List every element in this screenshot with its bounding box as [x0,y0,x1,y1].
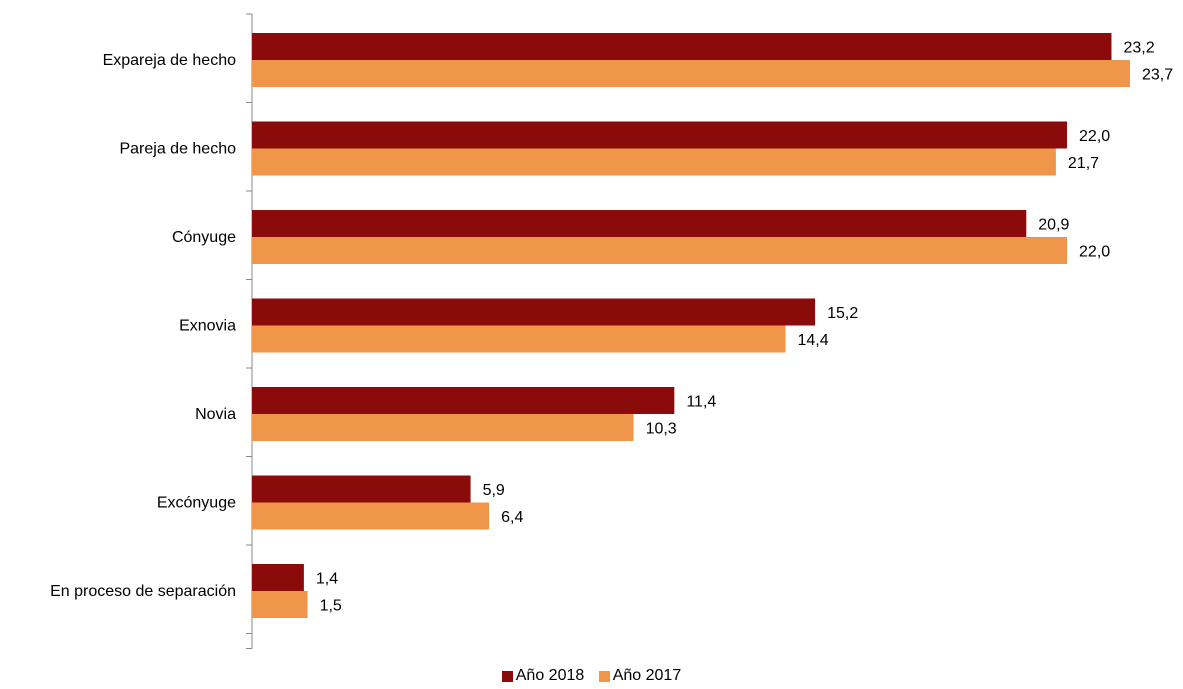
data-label: 20,9 [1038,217,1069,234]
bar-chart: Expareja de hecho Pareja de hecho Cónyuge E… [50,13,1173,649]
category-label: En proceso de separación [50,583,236,600]
legend-swatch-2018 [501,670,513,682]
data-label: 14,4 [797,332,828,349]
bar-2018 [252,121,1068,149]
data-label: 11,4 [686,394,716,411]
legend-label-2018: Año 2018 [515,667,585,684]
bar-2017 [252,591,308,618]
category-label: Pareja de hecho [119,141,236,158]
category-label: Cónyuge [172,229,236,246]
legend-item-2018: Año 2018 [501,667,585,685]
data-label: 1,5 [320,598,342,615]
category-label: Expareja de hecho [103,52,237,69]
data-label: 22,0 [1079,244,1110,261]
bar-2017 [252,414,634,441]
data-label: 23,2 [1123,40,1154,57]
bar-2018 [252,298,816,326]
data-label: 23,7 [1142,67,1173,84]
legend-item-2017: Año 2017 [598,667,682,685]
legend-label-2017: Año 2017 [612,667,682,684]
legend: Año 2018 Año 2017 [0,667,1183,687]
category-label: Novia [195,406,236,423]
data-label: 22,0 [1079,128,1110,145]
bar-2018 [252,475,471,503]
data-label: 5,9 [483,482,505,499]
data-label: 10,3 [646,421,677,438]
bar-2017 [252,237,1068,264]
data-label: 6,4 [501,509,523,526]
bar-2018 [252,564,304,591]
bar-2018 [252,210,1027,237]
bar-2018 [252,33,1112,60]
bar-2018 [252,387,675,414]
data-label: 1,4 [316,571,338,588]
bars [252,33,1130,618]
data-label: 21,7 [1068,155,1099,172]
data-label: 15,2 [827,305,858,322]
labels: 23,2 23,7 22,0 21,7 20,9 22,0 15,2 14,4 11,4 10,3… [316,40,1173,615]
legend-swatch-2017 [598,670,610,682]
category-axis: Expareja de hecho Pareja de hecho Cónyuge E… [50,13,253,649]
category-label: Excónyuge [157,495,236,512]
bar-2017 [252,60,1130,87]
bar-2017 [252,325,786,353]
bar-2017 [252,148,1056,176]
bar-2017 [252,502,490,530]
category-label: Exnovia [179,318,236,335]
